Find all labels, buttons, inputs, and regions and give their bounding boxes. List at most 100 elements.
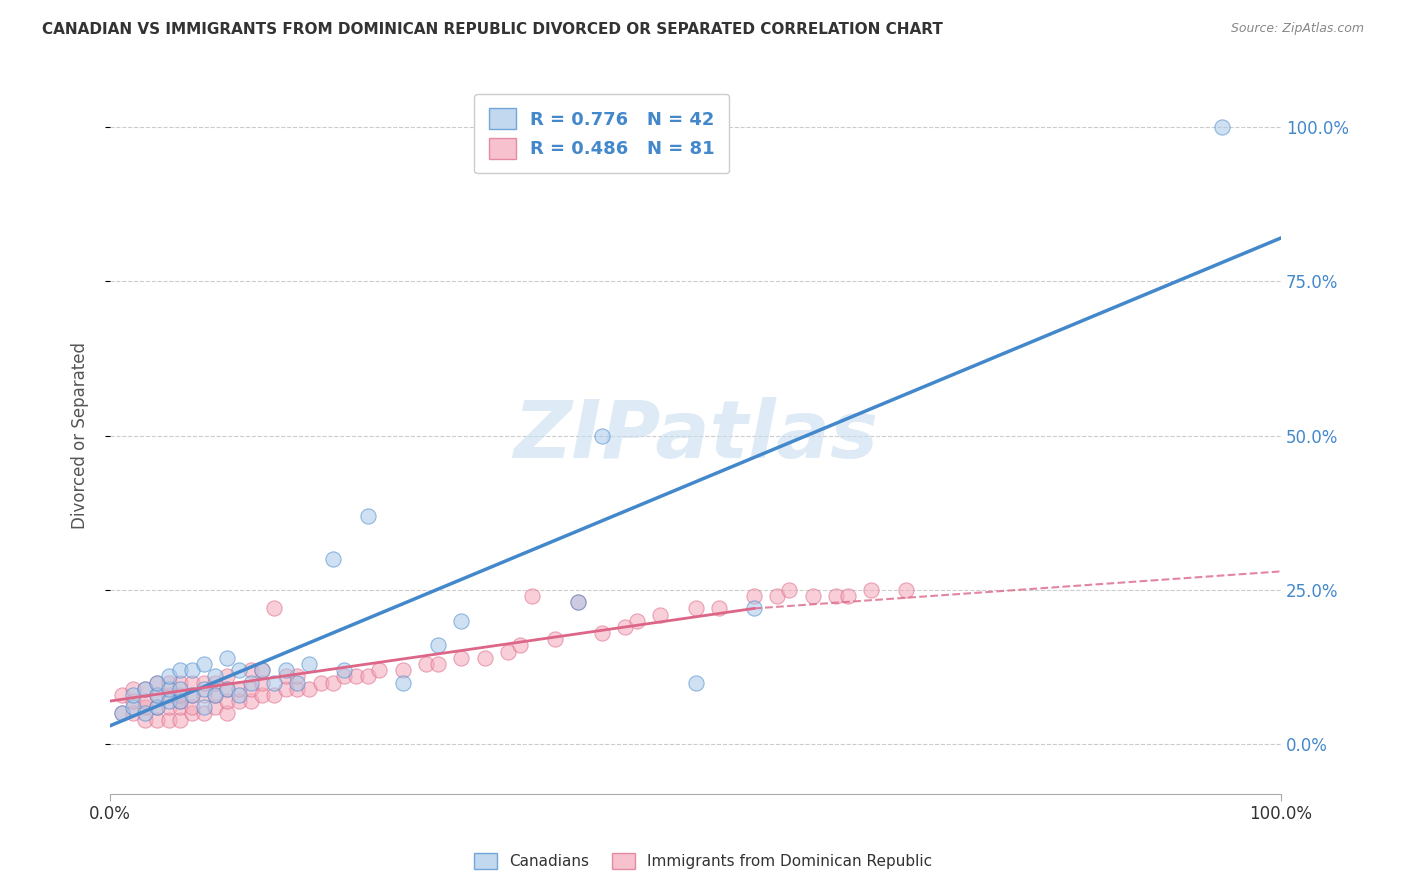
Point <box>298 657 321 671</box>
Point <box>122 681 145 696</box>
Point <box>217 669 239 683</box>
Point <box>217 650 239 665</box>
Point <box>496 645 519 659</box>
Point <box>333 663 356 677</box>
Point <box>169 681 191 696</box>
Point <box>287 681 309 696</box>
Point <box>391 675 413 690</box>
Point <box>322 675 344 690</box>
Point <box>742 589 765 603</box>
Point <box>274 663 297 677</box>
Point <box>169 663 191 677</box>
Point <box>122 694 145 708</box>
Point <box>157 675 180 690</box>
Point <box>181 663 204 677</box>
Point <box>252 675 274 690</box>
Point <box>181 688 204 702</box>
Point <box>274 669 297 683</box>
Point <box>146 713 169 727</box>
Point <box>217 706 239 721</box>
Point <box>228 694 250 708</box>
Point <box>193 681 215 696</box>
Point <box>157 694 180 708</box>
Point <box>111 706 134 721</box>
Point <box>217 681 239 696</box>
Point <box>1211 120 1233 134</box>
Point <box>766 589 789 603</box>
Point <box>228 688 250 702</box>
Point <box>778 582 800 597</box>
Point <box>204 688 226 702</box>
Point <box>591 626 613 640</box>
Text: Source: ZipAtlas.com: Source: ZipAtlas.com <box>1230 22 1364 36</box>
Legend: Canadians, Immigrants from Dominican Republic: Canadians, Immigrants from Dominican Rep… <box>468 847 938 875</box>
Text: ZIPatlas: ZIPatlas <box>513 397 877 475</box>
Point <box>193 657 215 671</box>
Point <box>567 595 589 609</box>
Point <box>146 675 169 690</box>
Point <box>825 589 848 603</box>
Point <box>239 694 262 708</box>
Point <box>134 694 156 708</box>
Point <box>391 663 413 677</box>
Point <box>193 706 215 721</box>
Point <box>204 700 226 714</box>
Point <box>322 552 344 566</box>
Point <box>228 663 250 677</box>
Point <box>204 688 226 702</box>
Point <box>134 700 156 714</box>
Point <box>252 688 274 702</box>
Point <box>134 713 156 727</box>
Point <box>193 675 215 690</box>
Point <box>368 663 391 677</box>
Point <box>837 589 859 603</box>
Point <box>134 706 156 721</box>
Point <box>146 675 169 690</box>
Point <box>263 675 285 690</box>
Point <box>415 657 437 671</box>
Point <box>181 700 204 714</box>
Point <box>146 688 169 702</box>
Point <box>193 700 215 714</box>
Point <box>450 650 472 665</box>
Point <box>252 663 274 677</box>
Point <box>567 595 589 609</box>
Point <box>685 601 707 615</box>
Point <box>650 607 672 622</box>
Point <box>204 669 226 683</box>
Text: CANADIAN VS IMMIGRANTS FROM DOMINICAN REPUBLIC DIVORCED OR SEPARATED CORRELATION: CANADIAN VS IMMIGRANTS FROM DOMINICAN RE… <box>42 22 943 37</box>
Point <box>146 688 169 702</box>
Point <box>742 601 765 615</box>
Point <box>860 582 883 597</box>
Legend: R = 0.776   N = 42, R = 0.486   N = 81: R = 0.776 N = 42, R = 0.486 N = 81 <box>474 94 730 173</box>
Point <box>614 620 637 634</box>
Point <box>111 706 134 721</box>
Point <box>356 508 378 523</box>
Y-axis label: Divorced or Separated: Divorced or Separated <box>72 342 89 529</box>
Point <box>239 675 262 690</box>
Point <box>122 688 145 702</box>
Point <box>509 639 531 653</box>
Point <box>896 582 918 597</box>
Point <box>356 669 378 683</box>
Point <box>474 650 496 665</box>
Point <box>707 601 730 615</box>
Point <box>426 639 449 653</box>
Point <box>298 681 321 696</box>
Point <box>146 700 169 714</box>
Point <box>204 675 226 690</box>
Point <box>626 614 648 628</box>
Point <box>520 589 543 603</box>
Point <box>309 675 332 690</box>
Point <box>157 669 180 683</box>
Point <box>181 675 204 690</box>
Point <box>217 694 239 708</box>
Point <box>193 688 215 702</box>
Point <box>157 713 180 727</box>
Point <box>450 614 472 628</box>
Point <box>239 663 262 677</box>
Point <box>591 428 613 442</box>
Point <box>274 681 297 696</box>
Point <box>228 681 250 696</box>
Point <box>544 632 567 647</box>
